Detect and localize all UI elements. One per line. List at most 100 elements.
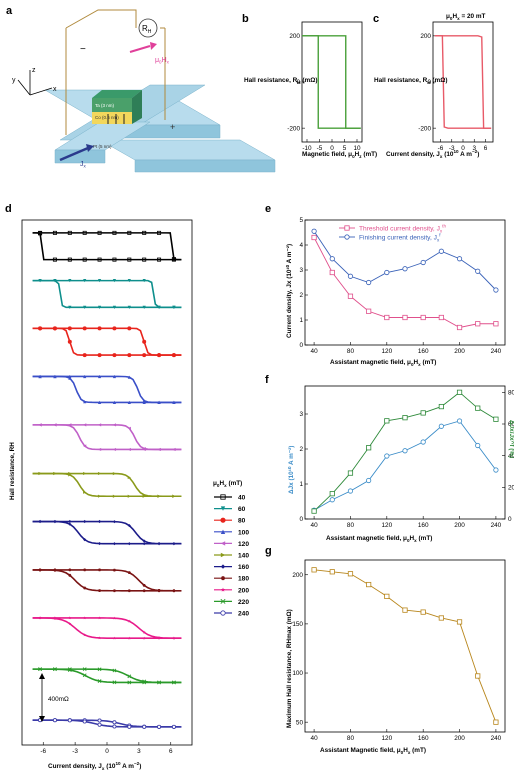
plot-d-loop-240 — [32, 718, 182, 729]
plot-e-xtick-label: 160 — [418, 348, 429, 355]
plot-d-marker-200 — [68, 622, 72, 626]
plot-d-legend-title: μ0Hx (mT) — [213, 480, 242, 488]
layer-ta-label: Ta (3 nm) — [95, 103, 115, 108]
plot-d-legend-label-220: 220 — [238, 599, 249, 606]
plot-f-frame — [304, 385, 506, 520]
plot-d-marker-80 — [52, 326, 57, 331]
plot-d-marker-80 — [142, 353, 147, 358]
plot-d-branch-down-100 — [32, 375, 182, 404]
plot-d-marker-80 — [171, 353, 176, 358]
plot-b-xlabel: Magnetic field, μ0Hz (mT) — [302, 151, 377, 159]
plot-d-marker-180 — [142, 583, 146, 587]
plot-e-point — [493, 287, 499, 293]
plot-d-marker-80 — [67, 339, 72, 344]
plot-d-marker-140 — [112, 471, 117, 476]
plot-d-marker-220 — [97, 667, 102, 672]
rh-label: RH — [142, 24, 152, 35]
plot-c-xtick-label: 6 — [484, 145, 488, 152]
plot-d-marker-40 — [157, 257, 162, 262]
stack-layer-ta — [92, 98, 132, 112]
plot-b-ylabel: Hall resistance, RH (mΩ) — [244, 77, 317, 85]
stack-layer-co — [92, 112, 132, 124]
plot-d-marker-220 — [127, 674, 132, 679]
plot-d-marker-140 — [38, 471, 42, 476]
plot-d-marker-100 — [127, 375, 131, 379]
plot-d-marker-220 — [53, 667, 57, 672]
plot-d-marker-80 — [112, 326, 117, 331]
plot-e-point — [347, 293, 354, 299]
plot-g-point — [311, 567, 317, 573]
plot-d-legend-label-140: 140 — [238, 553, 249, 560]
plot-d-scalebar-arrow-up — [39, 673, 45, 679]
plot-d-legend-item-220 — [214, 598, 232, 604]
plot-e-point — [402, 266, 408, 272]
plot-d-marker-160 — [127, 523, 131, 528]
panel-label-g: g — [265, 545, 272, 557]
plot-d-legend-item-140 — [214, 552, 232, 558]
plot-f-point — [366, 445, 372, 451]
plot-d-marker-220 — [112, 680, 117, 685]
plot-g-point — [475, 673, 481, 679]
layer-pt-label: Pt (5 nm) — [93, 144, 112, 149]
plot-f-ytick-label: 3 — [299, 411, 303, 418]
plot-g-line-0 — [314, 569, 497, 723]
plot-e-xtick-label: 120 — [381, 348, 392, 355]
plot-g-point — [493, 719, 499, 725]
plot-c-xlabel: Current density, Jx (1010 A m−2) — [386, 149, 479, 159]
plot-d-ylabel: Hall resistance, RH — [9, 442, 16, 500]
plot-d-marker-180 — [68, 573, 72, 577]
plot-d-branch-down-240 — [32, 719, 182, 728]
layer-co-label: Co (0.6 nm) — [95, 115, 119, 120]
plot-d-marker-120 — [157, 447, 161, 452]
plot-d-marker-200 — [112, 616, 116, 620]
plot-c-xtick-label: -3 — [449, 145, 455, 152]
plot-d-marker-120 — [53, 423, 57, 427]
plot-c-xtick-label: -6 — [438, 145, 444, 152]
plot-d-marker-220-b — [112, 680, 117, 685]
plus-sign: + — [170, 122, 175, 132]
plot-g-frame — [304, 559, 506, 733]
plot-d-xtick-label: 3 — [137, 748, 141, 755]
plot-d-legend-marker-120 — [220, 541, 226, 546]
plot-d-marker-220-b — [67, 668, 72, 673]
plot-d-marker-200 — [83, 633, 87, 637]
plot-d-marker-220-b — [142, 679, 147, 684]
plot-d-legend-label-240: 240 — [238, 611, 249, 618]
plot-f-y2-ytick-label: 0 — [508, 516, 512, 523]
plot-d-marker-180 — [53, 568, 57, 572]
plot-e-legend-marker-1 — [344, 234, 350, 240]
plot-f-point — [456, 418, 463, 424]
plot-d-marker-100 — [142, 400, 146, 404]
plot-d-marker-160 — [97, 519, 102, 524]
plot-d-marker-200 — [53, 616, 57, 620]
plot-f-point — [347, 470, 354, 476]
plot-b-xtick-label: -5 — [317, 145, 323, 152]
plot-d-legend-label-40: 40 — [238, 495, 246, 502]
plot-d-marker-120 — [172, 447, 176, 452]
plot-d-loop-120 — [32, 423, 182, 452]
plot-d-legend-marker-240 — [220, 610, 226, 616]
slab-arm — [99, 139, 276, 161]
plot-d-marker-100 — [172, 400, 176, 404]
plot-d-legend-marker-220-b — [220, 598, 226, 604]
plot-f-xtick-label: 120 — [381, 522, 392, 529]
plot-d-marker-60 — [112, 305, 117, 309]
plot-d-marker-220 — [82, 667, 87, 672]
plot-c-xtick-label: 3 — [472, 145, 476, 152]
stack-top — [92, 90, 142, 98]
plot-g-ytick-label: 200 — [292, 572, 303, 579]
plot-d-marker-100 — [68, 374, 72, 379]
plot-e-ylabel: Current density, Jx (10¹⁰ A m⁻²) — [286, 244, 293, 338]
plot-d-marker-200 — [157, 636, 161, 640]
plot-f-ytick-label: 1 — [299, 481, 303, 488]
plot-d-marker-100 — [83, 400, 87, 404]
plot-d-marker-60 — [38, 279, 42, 283]
plot-d-marker-100 — [97, 374, 102, 379]
plot-d-marker-160 — [68, 519, 72, 524]
magnetization-arrows — [107, 114, 125, 124]
plot-f-point — [420, 439, 426, 445]
plot-d-xtick-label: -3 — [72, 748, 78, 755]
plot-d-marker-40 — [142, 230, 147, 235]
plot-e-point — [366, 279, 372, 286]
